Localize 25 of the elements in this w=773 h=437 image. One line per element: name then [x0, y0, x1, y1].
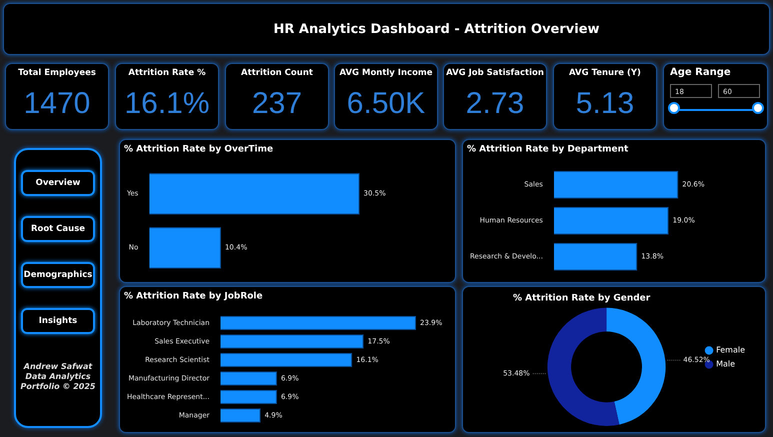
chart-title: % Attrition Rate by Department: [467, 144, 630, 155]
text: Overview: [21, 170, 95, 196]
text: AVG Job Satisfaction: [445, 68, 545, 78]
text: Demographics: [21, 262, 95, 288]
text: 2.73: [464, 87, 526, 121]
text: 16.1%: [123, 87, 211, 121]
legend-label: Female: [716, 346, 746, 355]
text: Attrition Rate %: [127, 68, 207, 78]
chart-title: % Attrition Rate by JobRole: [124, 292, 263, 302]
text: Root Cause: [21, 216, 95, 242]
text: 237: [250, 87, 304, 121]
text: 1470: [22, 87, 92, 121]
chart-title: % Attrition Rate by Gender: [513, 294, 651, 304]
text: 6.50K: [346, 87, 426, 121]
text: AVG Tenure (Y): [568, 68, 642, 78]
legend-label: Male: [716, 360, 736, 369]
text: Attrition Count: [240, 68, 314, 78]
text: Total Employees: [17, 68, 97, 78]
text: Age Range: [670, 67, 732, 78]
chart-title: % Attrition Rate by OverTime: [124, 144, 274, 155]
text: 5.13: [574, 87, 636, 121]
text: HR Analytics Dashboard - Attrition Overview: [273, 22, 600, 36]
text: Insights: [21, 308, 95, 334]
text: Andrew Safwat Data Analytics Portfolio © 2025: [20, 362, 96, 392]
text: AVG Montly Income: [338, 68, 434, 78]
